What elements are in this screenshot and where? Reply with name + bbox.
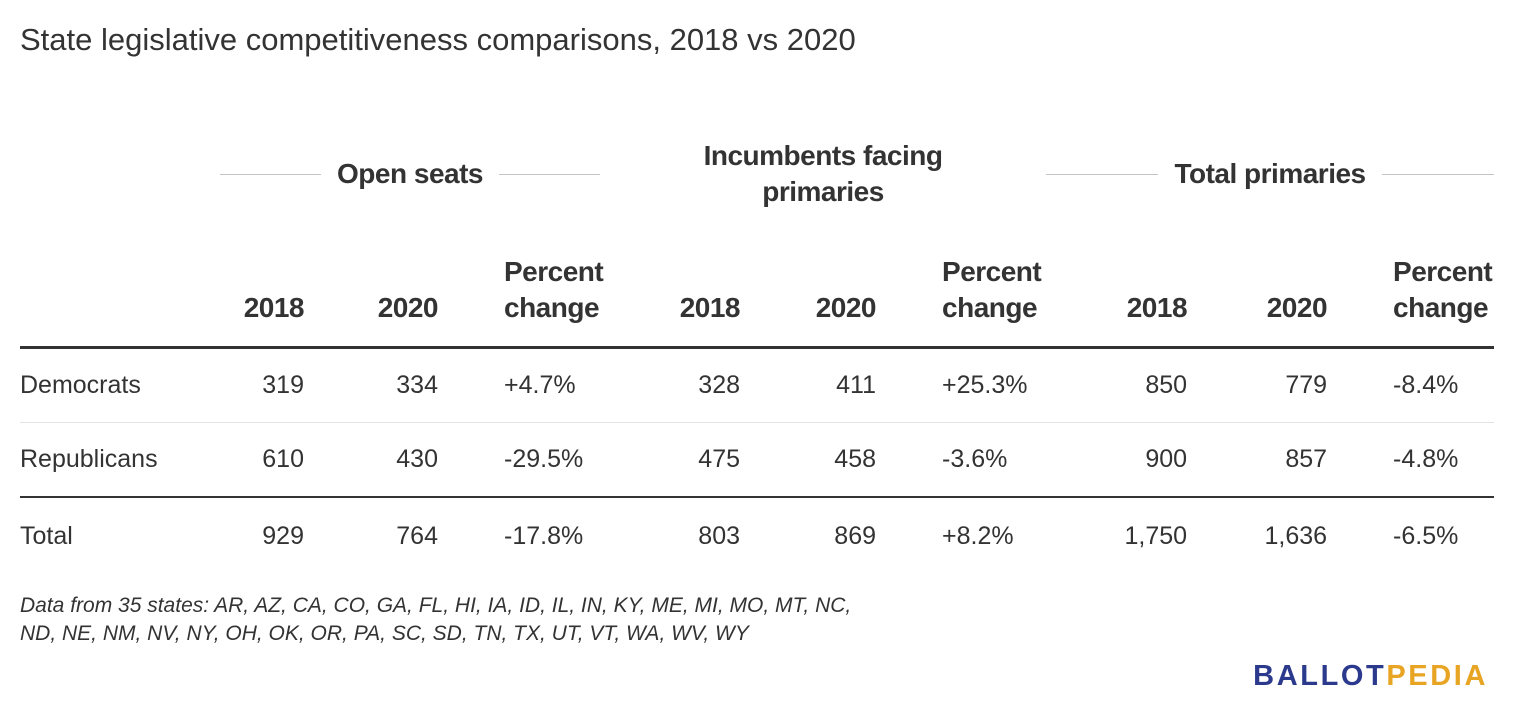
footnote: Data from 35 states: AR, AZ, CA, CO, GA,… xyxy=(20,592,851,648)
table-cell: 850 xyxy=(1046,347,1192,423)
group-label: Incumbents facing primaries xyxy=(703,140,943,207)
column-header-2018: 2018 xyxy=(1126,292,1188,323)
table-cell: -17.8% xyxy=(504,522,584,550)
row-label: Total xyxy=(20,522,73,550)
column-header-percent-change: Percent change xyxy=(1393,256,1493,323)
table-cell: 779 xyxy=(1191,347,1332,423)
table-cell: 803 xyxy=(698,522,741,550)
column-header-2020: 2020 xyxy=(815,292,877,323)
table-cell: 334 xyxy=(308,347,442,423)
table-cell: 328 xyxy=(600,347,745,423)
table-cell: -29.5% xyxy=(442,422,601,498)
column-header-2018: 2018 xyxy=(679,292,741,323)
table-cell: 1,750 xyxy=(1124,522,1188,550)
row-label: Democrats xyxy=(20,347,220,423)
table-cell: 764 xyxy=(396,522,438,550)
header-rule xyxy=(498,173,601,175)
table-cell: 475 xyxy=(600,422,745,498)
table-cell: +8.2% xyxy=(942,522,1014,550)
table-cell: +4.7% xyxy=(442,347,601,423)
table-cell: 1,636 xyxy=(1264,522,1328,550)
group-header-incumbents: Incumbents facing primaries xyxy=(600,118,1046,230)
column-header-2018: 2018 xyxy=(243,292,305,323)
ballotpedia-logo: BALLOTPEDIA xyxy=(1253,660,1488,693)
column-header-percent-change: Percent change xyxy=(942,256,1042,323)
table-cell: 411 xyxy=(744,347,881,423)
column-header-percent-change: Percent change xyxy=(504,256,604,323)
table-row-total: Total 929 764 -17.8% 803 869 +8.2% 1,750… xyxy=(20,497,1494,575)
chart-title: State legislative competitiveness compar… xyxy=(20,22,856,57)
row-label-header xyxy=(20,230,220,348)
group-label: Open seats xyxy=(337,158,483,189)
table-cell: 869 xyxy=(834,522,877,550)
table-cell: 319 xyxy=(220,347,308,423)
header-rule xyxy=(1046,173,1159,175)
group-header-total-primaries: Total primaries xyxy=(1046,118,1495,230)
column-header-2020: 2020 xyxy=(1266,292,1328,323)
corner-cell xyxy=(20,118,220,230)
logo-part-ballot: BALLOT xyxy=(1253,660,1387,692)
group-header-open-seats: Open seats xyxy=(220,118,601,230)
table-cell: -4.8% xyxy=(1331,422,1495,498)
table-cell: 458 xyxy=(744,422,881,498)
column-header-2020: 2020 xyxy=(377,292,439,323)
logo-part-pedia: PEDIA xyxy=(1386,660,1488,692)
group-label: Total primaries xyxy=(1174,158,1366,189)
table-cell: +25.3% xyxy=(880,347,1047,423)
table-row-republicans: Republicans 610 430 -29.5% 475 458 -3.6%… xyxy=(20,422,1495,498)
footnote-line: ND, NE, NM, NV, NY, OH, OK, OR, PA, SC, … xyxy=(20,622,749,645)
competitiveness-table: Open seats Incumbents facing primaries T… xyxy=(20,118,1495,575)
table-cell: -3.6% xyxy=(880,422,1047,498)
header-rule xyxy=(220,173,322,175)
row-label: Republicans xyxy=(20,422,220,498)
table-cell: 610 xyxy=(220,422,308,498)
table-cell: -6.5% xyxy=(1393,522,1459,550)
header-rule xyxy=(1381,173,1495,175)
table-cell: -8.4% xyxy=(1331,347,1495,423)
table-row-democrats: Democrats 319 334 +4.7% 328 411 +25.3% 8… xyxy=(20,347,1495,423)
table-cell: 900 xyxy=(1046,422,1192,498)
table-cell: 430 xyxy=(308,422,442,498)
footnote-line: Data from 35 states: AR, AZ, CA, CO, GA,… xyxy=(20,594,852,617)
table-cell: 857 xyxy=(1191,422,1332,498)
table-cell: 929 xyxy=(262,522,304,550)
